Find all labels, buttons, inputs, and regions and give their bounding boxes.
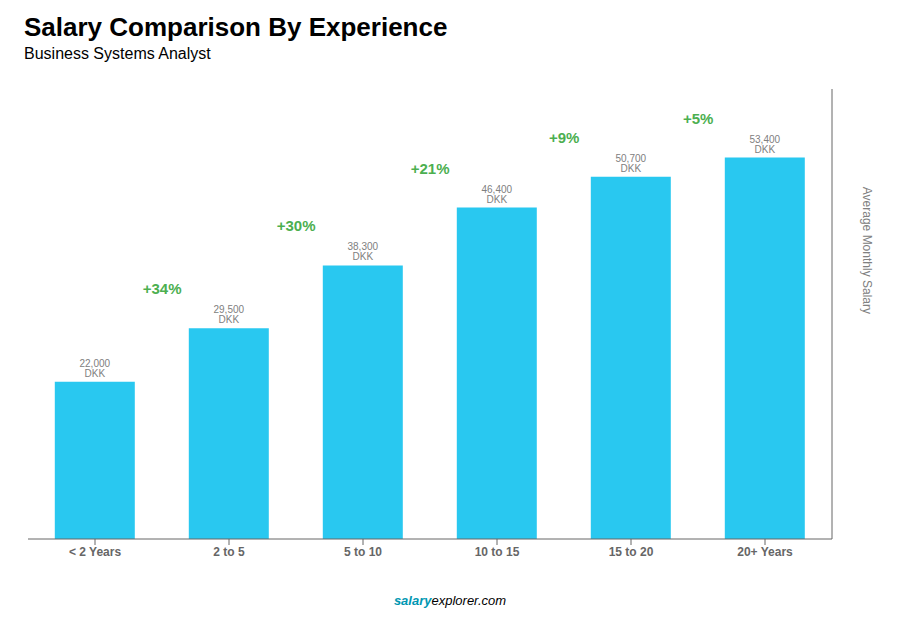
svg-text:38,300DKK: 38,300DKK <box>348 241 379 262</box>
svg-text:2 to 5: 2 to 5 <box>213 545 245 559</box>
svg-text:20+ Years: 20+ Years <box>737 545 793 559</box>
svg-text:+30%: +30% <box>277 217 316 234</box>
svg-text:+21%: +21% <box>411 160 450 177</box>
svg-text:22,000DKK: 22,000DKK <box>80 358 111 379</box>
html-text:Business Systems Analyst: Business Systems Analyst <box>24 45 211 62</box>
html-text:Salary Comparison By Experienc: Salary Comparison By Experience <box>24 12 448 42</box>
svg-text:29,500DKK: 29,500DKK <box>214 304 245 325</box>
svg-text:10 to 15: 10 to 15 <box>475 545 520 559</box>
svg-text:Average Monthly Salary: Average Monthly Salary <box>860 187 874 314</box>
html-text:salary explorer.com: salary explorer.com <box>393 593 507 608</box>
svg-text:+5%: +5% <box>683 110 713 127</box>
svg-text:+9%: +9% <box>549 129 579 146</box>
svg-text:15 to 20: 15 to 20 <box>609 545 654 559</box>
svg-text:53,400DKK: 53,400DKK <box>750 134 781 155</box>
svg-text:+34%: +34% <box>143 280 182 297</box>
svg-text:5 to 10: 5 to 10 <box>344 545 382 559</box>
svg-text:< 2 Years: < 2 Years <box>69 545 121 559</box>
svg-text:46,400DKK: 46,400DKK <box>482 184 513 205</box>
svg-text:50,700DKK: 50,700DKK <box>616 153 647 174</box>
